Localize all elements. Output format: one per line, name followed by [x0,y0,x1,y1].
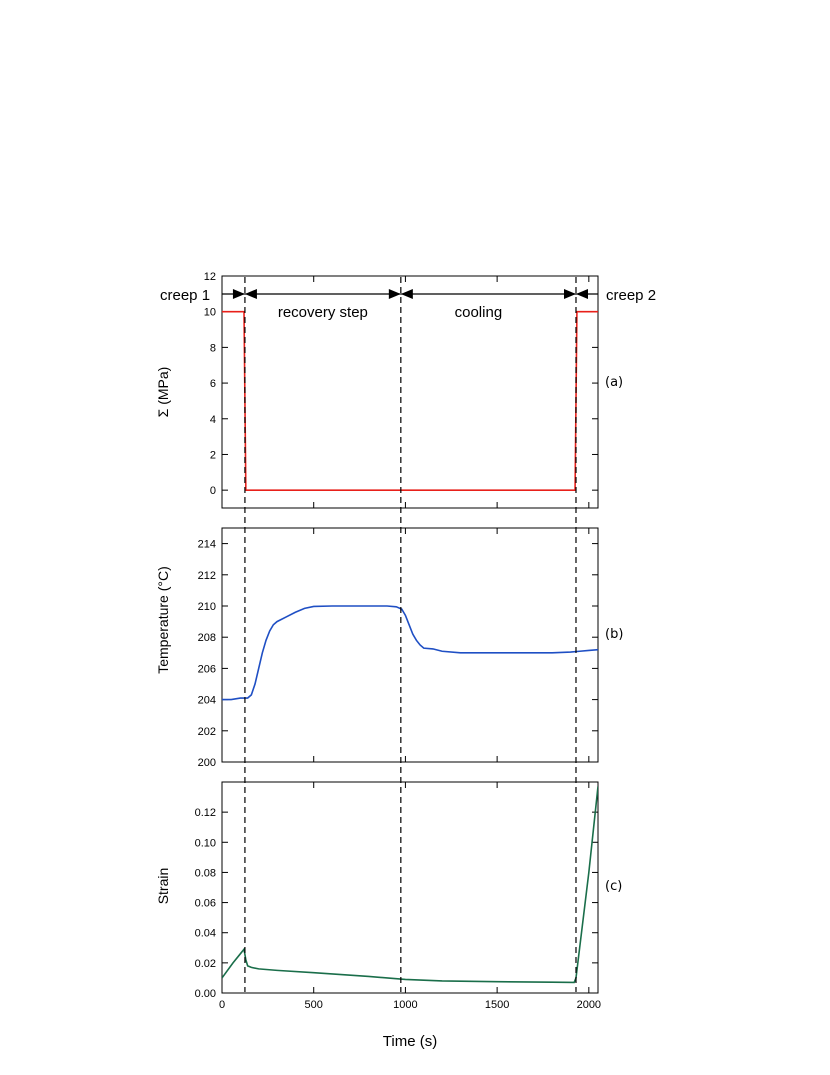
y-tick-label: 6 [210,378,216,390]
panels: 0 2 4 6 8 10 12 Σ (MPa) (a) 200 202 204 206 208 210 212… [155,271,623,1050]
y-tick-label: 204 [198,695,216,707]
y-tick-label: 202 [198,726,216,738]
y-tick-label: 0.04 [195,928,216,940]
plot-frame [221,275,599,509]
y-tick-label: 0.08 [195,867,216,879]
panel-label: (b) [605,627,623,642]
arrow-head [400,289,413,299]
panel-label: (c) [605,879,622,894]
y-tick-label: 212 [198,570,216,582]
panel-3: 0.00 0.02 0.04 0.06 0.08 0.10 0.12 Strain (c) 0 50… [155,781,622,1050]
y-tick-label: 12 [204,271,216,283]
x-tick-label: 2000 [577,999,601,1011]
y-tick-label: 2 [210,449,216,461]
series-line [222,310,598,491]
phase-label: recovery step [278,304,368,321]
y-tick-label: 214 [198,539,216,551]
y-tick-label: 0.00 [195,988,216,1000]
arrow-head [575,289,588,299]
y-tick-label: 0.06 [195,898,216,910]
y-axis-label: Temperature (°C) [155,566,171,674]
y-tick-label: 0 [210,485,216,497]
phase-boundaries [244,277,577,992]
phase-label: creep 2 [606,287,656,304]
y-tick-label: 208 [198,632,216,644]
y-tick-label: 200 [198,757,216,769]
y-tick-label: 0.12 [195,807,216,819]
series-line [222,786,598,984]
x-tick-label: 500 [305,999,323,1011]
arrow-head [388,289,401,299]
x-tick-label: 1000 [393,999,417,1011]
y-tick-label: 8 [210,342,216,354]
arrow-head [563,289,576,299]
y-tick-label: 4 [210,414,216,426]
y-tick-label: 206 [198,663,216,675]
series-line [222,605,598,701]
y-tick-label: 0.10 [195,837,216,849]
panel-2: 200 202 204 206 208 210 212 214 Temperature (°C)… [155,527,623,769]
arrow-head [244,289,257,299]
phase-label: cooling [455,304,503,321]
y-tick-label: 10 [204,307,216,319]
plot-frame [221,781,599,994]
phase-label: creep 1 [160,287,210,304]
x-tick-label: 0 [219,999,225,1011]
arrow-head [232,289,245,299]
x-tick-label: 1500 [485,999,509,1011]
y-tick-label: 210 [198,601,216,613]
phase-bar: creep 1 recovery step cooling creep 2 [160,287,656,321]
x-axis-label: Time (s) [383,1033,437,1050]
panel-1: 0 2 4 6 8 10 12 Σ (MPa) (a) [155,271,623,509]
y-tick-label: 0.02 [195,958,216,970]
panel-label: (a) [605,375,623,390]
y-axis-label: Strain [155,868,171,905]
y-axis-label: Σ (MPa) [155,367,171,418]
plot-frame [221,527,599,763]
